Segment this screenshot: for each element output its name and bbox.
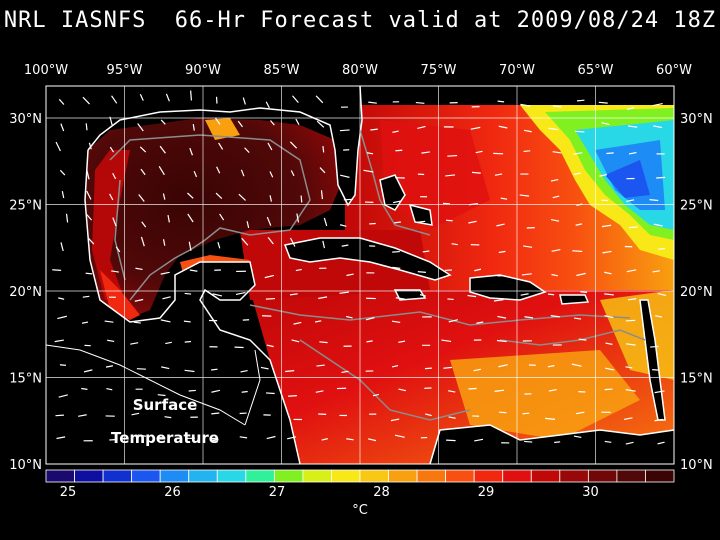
lat-label-left: 15°N (9, 372, 42, 387)
overlay-label-line2: Temperature (111, 429, 219, 447)
puerto-rico-land (560, 295, 588, 304)
colorbar-tick-label: 26 (164, 485, 181, 500)
colorbar-swatch (331, 469, 361, 483)
lat-label-right: 10°N (680, 458, 713, 473)
map-title: NRL IASNFS 66-Hr Forecast valid at 2009/… (3, 8, 717, 33)
colorbar-swatch (216, 469, 247, 483)
lat-label-left: 20°N (9, 285, 42, 300)
colorbar-tick-label: 30 (582, 485, 599, 500)
colorbar-swatch (587, 469, 618, 483)
mexico-central-america-land (46, 150, 300, 464)
colorbar-swatch (302, 469, 332, 483)
colorbar-swatch (530, 469, 561, 483)
lon-label: 100°W (24, 63, 68, 78)
country-borders (45, 344, 261, 426)
colorbar-swatch (273, 469, 304, 483)
jamaica-land (395, 290, 425, 300)
colorbar-swatch (45, 469, 75, 483)
lesser-antilles-land (640, 300, 665, 420)
lon-label: 85°W (264, 63, 300, 78)
cuba-land (285, 238, 450, 280)
florida-land (290, 86, 362, 205)
graticule (46, 86, 674, 464)
us-gulf-coast-land (46, 86, 345, 150)
lat-label-left: 25°N (9, 199, 42, 214)
colorbar-swatch (159, 469, 190, 483)
wind-vectors (52, 90, 667, 445)
colorbar-swatch (473, 469, 504, 483)
lat-label-left: 10°N (9, 458, 42, 473)
colorbar-swatch (131, 469, 161, 483)
colorbar-swatch (445, 469, 475, 483)
overlay-label-line1: Surface (133, 396, 198, 414)
colorbar-swatch (359, 469, 389, 483)
lon-label: 95°W (107, 63, 143, 78)
colorbar-swatch (616, 469, 646, 483)
colorbar-swatch (188, 469, 218, 483)
lon-label: 75°W (421, 63, 457, 78)
lat-label-right: 30°N (680, 112, 713, 127)
colorbar-swatch (559, 469, 589, 483)
lon-label: 60°W (656, 63, 692, 78)
colorbar (45, 469, 675, 483)
colorbar-swatch (74, 469, 104, 483)
lon-label: 90°W (185, 63, 221, 78)
colorbar-unit: °C (352, 503, 368, 518)
colorbar-tick-label: 29 (478, 485, 495, 500)
lat-label-right: 20°N (680, 285, 713, 300)
colorbar-swatch (388, 469, 418, 483)
lon-label: 70°W (499, 63, 535, 78)
longitude-labels: 100°W 95°W 90°W 85°W 80°W 75°W 70°W 65°W 60°W (24, 63, 692, 78)
colorbar-tick-label: 28 (373, 485, 390, 500)
lon-label: 65°W (578, 63, 614, 78)
yucatan-land (175, 262, 255, 300)
colorbar-swatch (416, 469, 447, 483)
colorbar-swatch (245, 469, 275, 483)
colorbar-tick-labels: 25 26 27 28 29 30 (60, 485, 599, 500)
lon-label: 80°W (342, 63, 378, 78)
colorbar-swatch (645, 469, 675, 483)
colorbar-tick-label: 27 (269, 485, 286, 500)
lat-label-left: 30°N (9, 112, 42, 127)
south-america-land (430, 425, 674, 464)
lat-label-right: 25°N (680, 199, 713, 214)
gulf-sst-field (85, 118, 345, 320)
colorbar-tick-label: 25 (60, 485, 77, 500)
lat-label-right: 15°N (680, 372, 713, 387)
colorbar-swatch (102, 469, 133, 483)
latitude-labels: 30°N 30°N 25°N 25°N 20°N 20°N 15°N 15°N 10°N 10°N (9, 112, 713, 473)
colorbar-swatch (502, 469, 532, 483)
